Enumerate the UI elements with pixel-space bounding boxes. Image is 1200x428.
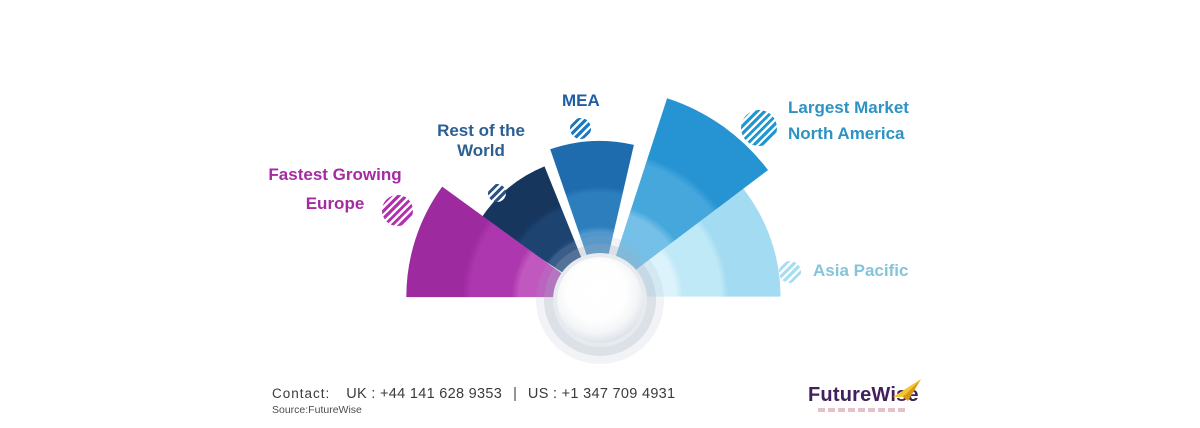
fan-segment-north-america [603,98,768,295]
asia-pacific-hatched-dot-icon [779,261,801,283]
logo-tagline-strip [818,408,906,412]
rest-of-world-label-line1: Rest of the [437,121,525,140]
europe-hatched-dot-icon [382,195,413,226]
europe-annotation-label: Fastest Growing [268,165,402,184]
phone-separator: | [513,386,517,402]
fan-segment-rest-of-the-world [480,166,597,295]
north-america-label: Largest Market North America [788,95,909,147]
asia-pacific-label: Asia Pacific [813,261,909,280]
mea-label: MEA [562,91,600,110]
north-america-hatched-dot-icon [741,110,777,146]
fan-segment-mea [550,141,634,293]
fan-segment-europe [406,186,595,298]
north-america-annotation: Largest Market [788,98,909,117]
uk-phone: UK : +44 141 628 9353 [346,386,503,402]
hub-ball [557,257,643,343]
source-note: Source:FutureWise [272,404,362,416]
rest-of-world-hatched-dot-icon [488,184,506,202]
mea-hatched-dot-icon [570,118,591,139]
us-phone: US : +1 347 709 4931 [527,386,676,402]
futurewise-wordmark: FutureWise [808,384,919,406]
futurewise-logo: FutureWise [808,379,928,418]
rest-of-world-label: Rest of the World [420,121,542,161]
contact-label: Contact: [272,386,331,401]
paper-plane-icon [893,379,921,401]
contact-row: Contact: UK : +44 141 628 9353 | US : +1… [272,386,675,402]
europe-label: Europe [305,194,365,213]
rest-of-world-label-line2: World [457,141,505,160]
fan-segment-asia-pacific [605,166,781,297]
north-america-name: North America [788,124,905,143]
